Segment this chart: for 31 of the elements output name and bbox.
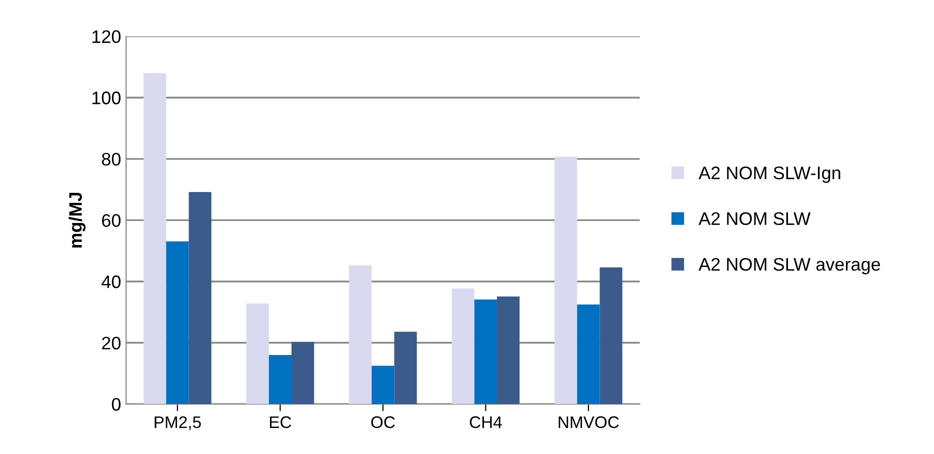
y-axis-title: mg/MJ (68, 192, 86, 248)
bar (577, 304, 600, 404)
y-tick-label: 40 (102, 275, 121, 288)
x-tick-label: OC (371, 416, 395, 428)
bar (349, 266, 372, 404)
y-tick-label: 60 (102, 214, 121, 227)
bar (474, 300, 497, 404)
bar (496, 296, 520, 404)
y-tick-label: 100 (92, 92, 121, 104)
bar (600, 267, 622, 404)
y-tick-label: 120 (92, 30, 121, 44)
legend-label: A2 NOM SLW (698, 212, 811, 226)
bar (372, 366, 394, 404)
bar (292, 342, 314, 404)
bar (268, 355, 292, 404)
x-tick-label: CH4 (470, 416, 502, 428)
bar (166, 241, 189, 404)
y-tick-label: 80 (102, 152, 121, 166)
bar (452, 288, 474, 404)
y-tick-label: 20 (102, 336, 121, 350)
x-tick-label: PM2,5 (154, 416, 201, 430)
bar (394, 332, 417, 404)
y-tick-label: 0 (112, 398, 121, 411)
bar (188, 192, 212, 404)
x-tick-label: NMVOC (558, 416, 619, 428)
bar (246, 304, 269, 404)
x-tick-label: EC (270, 416, 292, 428)
legend-label: A2 NOM SLW average (698, 258, 880, 274)
bar (144, 73, 166, 404)
bar (554, 156, 578, 404)
legend-label: A2 NOM SLW-Ign (698, 166, 840, 183)
